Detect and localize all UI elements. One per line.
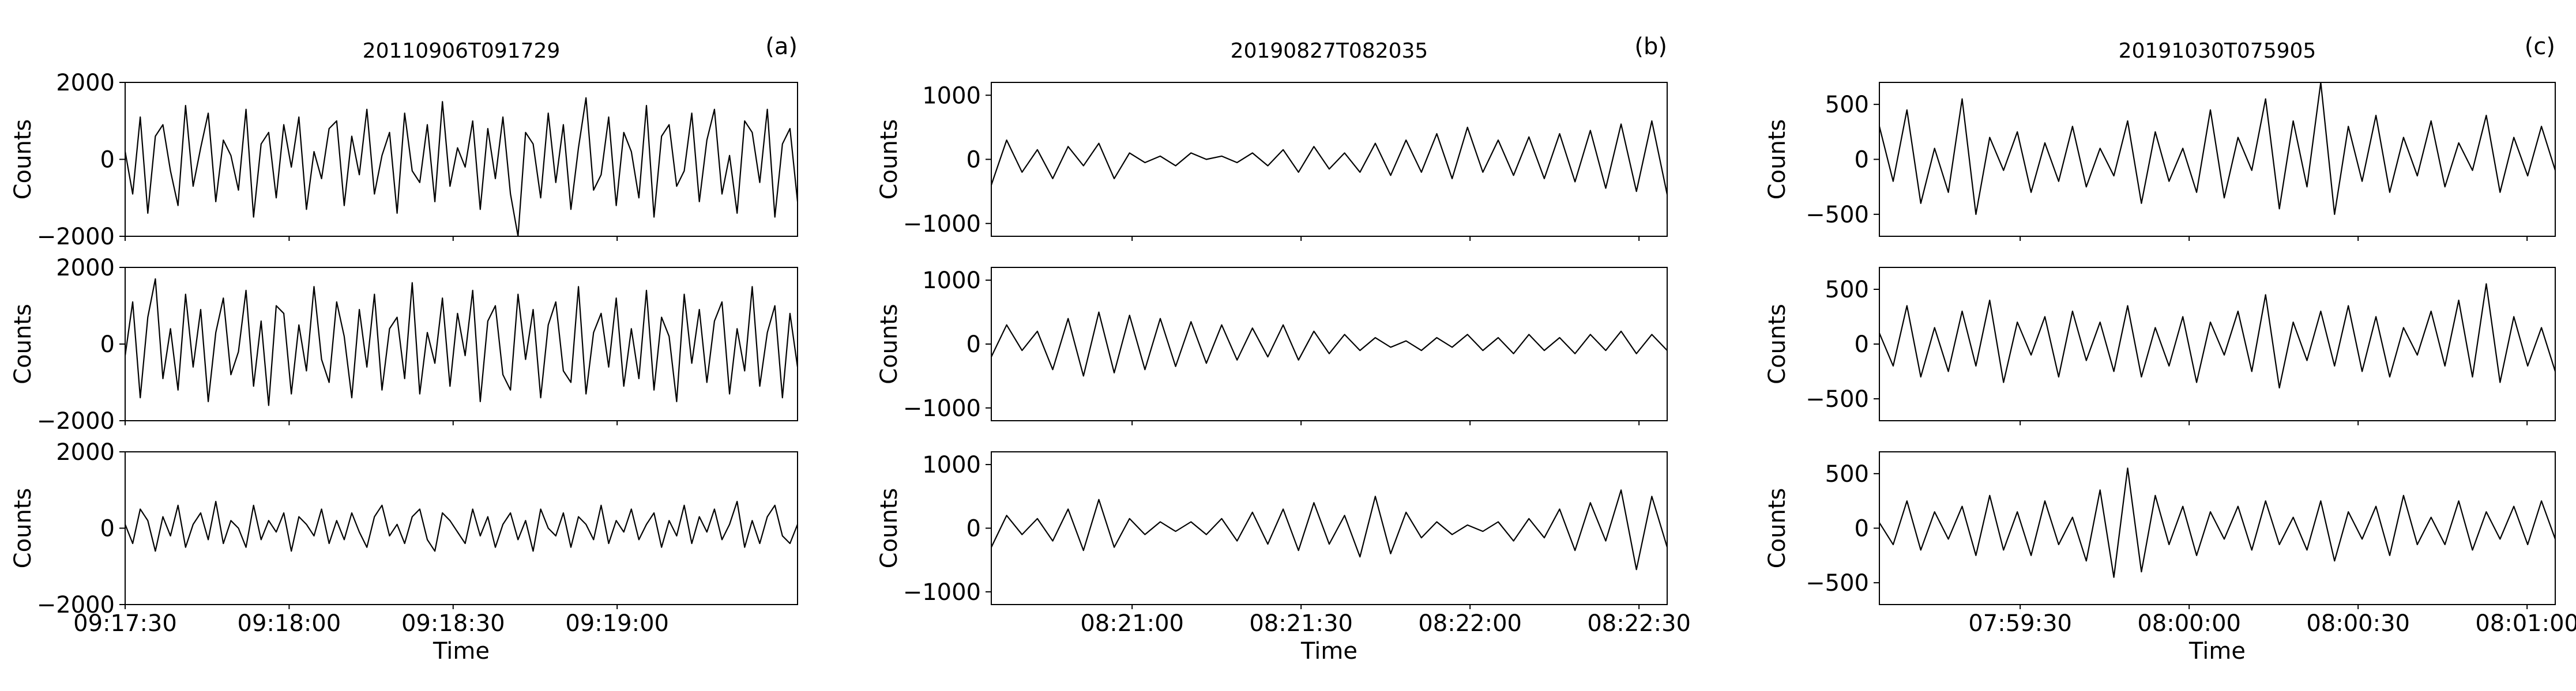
subplot-2: −500 0 500 Counts: [1764, 267, 2556, 425]
panel-title: 20191030T075905: [2119, 39, 2316, 63]
y-axis-label: Counts: [10, 304, 36, 384]
y-axis-label: Counts: [1764, 304, 1791, 384]
x-axis-label: Time: [1300, 638, 1357, 664]
y-tick-label: −1000: [903, 211, 981, 237]
y-tick-label: 0: [100, 147, 115, 173]
subplot-3: −2000 0 2000 Counts 09:17:30 09:18:00 09:18:30…: [10, 439, 798, 664]
x-tick-label: 09:19:00: [565, 610, 669, 637]
axes-frame: [991, 451, 1668, 605]
y-tick-label: −500: [1806, 202, 1869, 228]
x-tick-label: 08:22:30: [1587, 610, 1691, 637]
trace-line: [1879, 82, 2555, 215]
x-tick-label: 08:00:00: [2137, 610, 2241, 637]
panel-b: 20190827T082035 (b)−100001000Counts−10000…: [876, 33, 1691, 664]
x-tick-label: 08:21:30: [1249, 610, 1353, 637]
x-tick-label: 09:18:30: [401, 610, 505, 637]
x-tick-label: 08:00:30: [2306, 610, 2410, 637]
panel-label: (b): [1634, 33, 1667, 60]
y-axis-label: Counts: [1764, 119, 1791, 200]
subplot-2: −1000 0 1000 Counts: [876, 267, 1668, 425]
trace-line: [1879, 467, 2555, 578]
axes-frame: [991, 82, 1668, 237]
subplot-3: −1000 0 1000 Counts 08:21:00 08:21:30 08:22:00…: [876, 451, 1691, 664]
subplot-1: −1000 0 1000 Counts: [876, 82, 1668, 241]
y-tick-label: 0: [100, 516, 115, 542]
axes-frame: [125, 82, 798, 237]
panel-a: 20110906T091729 (a)−200002000Counts−20000…: [10, 33, 798, 664]
y-tick-label: −1000: [903, 395, 981, 422]
y-tick-label: 0: [967, 331, 981, 358]
trace-line: [991, 489, 1667, 571]
y-axis-label: Counts: [876, 488, 902, 569]
y-tick-label: 0: [967, 516, 981, 542]
x-tick-label: 08:21:00: [1080, 610, 1184, 637]
axes-frame: [1879, 451, 2556, 605]
y-tick-label: −2000: [37, 592, 115, 618]
x-tick-label: 08:01:00: [2475, 610, 2576, 637]
y-tick-label: −500: [1806, 386, 1869, 413]
y-tick-label: 0: [1855, 147, 1869, 173]
y-tick-label: 2000: [56, 255, 115, 281]
y-tick-label: 0: [100, 331, 115, 358]
y-tick-label: −1000: [903, 579, 981, 606]
trace-line: [1879, 283, 2555, 389]
y-tick-label: −2000: [37, 224, 115, 250]
y-axis-label: Counts: [1764, 488, 1791, 569]
y-tick-label: −500: [1806, 570, 1869, 596]
x-tick-label: 09:17:30: [73, 610, 177, 637]
x-tick-label: 07:59:30: [1968, 610, 2072, 637]
subplot-3: −500 0 500 Counts 07:59:30 08:00:00 08:00:30 08…: [1764, 451, 2576, 664]
trace-line: [125, 278, 798, 406]
axes-frame: [125, 267, 798, 421]
trace-line: [991, 311, 1667, 377]
panel-title: 20190827T082035: [1231, 39, 1428, 63]
panel-label: (c): [2525, 33, 2555, 60]
panel-label: (a): [765, 33, 798, 60]
x-axis-label: Time: [2188, 638, 2246, 664]
y-tick-label: 1000: [922, 452, 981, 478]
y-tick-label: 1000: [922, 82, 981, 109]
y-tick-label: 0: [1855, 331, 1869, 358]
subplot-2: −2000 0 2000 Counts: [10, 255, 798, 435]
y-tick-label: 2000: [56, 439, 115, 466]
trace-line: [125, 501, 798, 552]
y-tick-label: 1000: [922, 267, 981, 294]
y-tick-label: 500: [1825, 92, 1869, 118]
trace-line: [125, 97, 798, 236]
y-axis-label: Counts: [876, 119, 902, 200]
x-tick-label: 09:18:00: [238, 610, 341, 637]
y-tick-label: 500: [1825, 461, 1869, 488]
y-tick-label: −2000: [37, 408, 115, 435]
x-tick-label: 08:22:00: [1418, 610, 1522, 637]
y-axis-label: Counts: [10, 488, 36, 569]
panel-c: 20191030T075905 (c) −500 0 500 Counts −500 0 500…: [1764, 33, 2576, 664]
y-axis-label: Counts: [10, 119, 36, 200]
y-tick-label: 2000: [56, 70, 115, 96]
y-tick-label: 0: [967, 147, 981, 173]
trace-line: [991, 120, 1667, 195]
subplot-1: −500 0 500 Counts: [1764, 82, 2556, 241]
y-tick-label: 0: [1855, 516, 1869, 542]
y-tick-label: 500: [1825, 277, 1869, 303]
panel-title: 20110906T091729: [363, 39, 561, 63]
x-axis-label: Time: [433, 638, 490, 664]
y-axis-label: Counts: [876, 304, 902, 384]
subplot-1: −2000 0 2000 Counts: [10, 70, 798, 250]
